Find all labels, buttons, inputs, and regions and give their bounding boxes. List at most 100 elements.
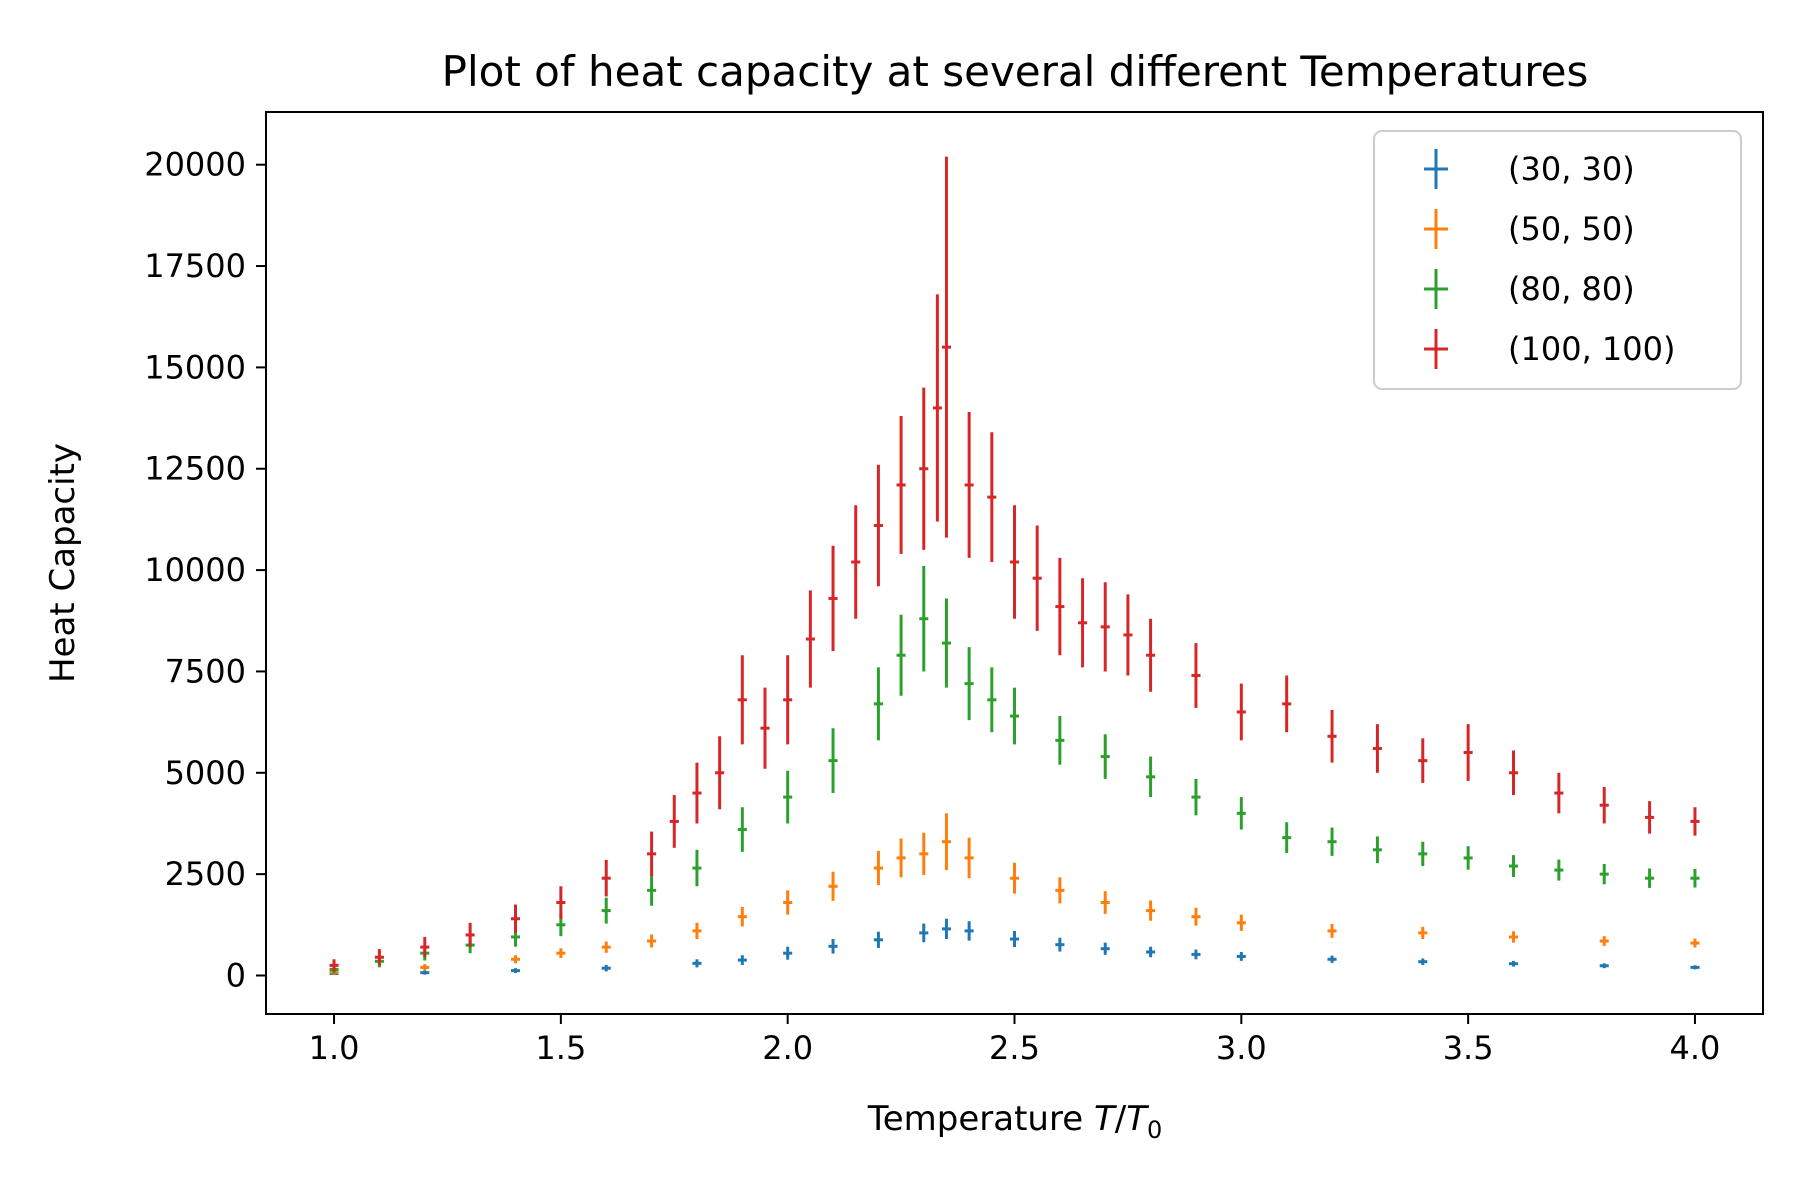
y-axis-ticks: 0 2500 5000 7500 10000 12500 15000 17500 20000 bbox=[144, 146, 266, 994]
data-point bbox=[1554, 772, 1564, 814]
data-point bbox=[783, 770, 793, 824]
data-point bbox=[601, 859, 611, 897]
data-point bbox=[783, 890, 793, 915]
data-point bbox=[896, 416, 906, 554]
data-point bbox=[1146, 900, 1156, 921]
data-point bbox=[1100, 891, 1110, 914]
data-point bbox=[556, 886, 566, 919]
y-tick-label: 0 bbox=[226, 956, 246, 994]
data-point bbox=[737, 655, 747, 745]
data-point bbox=[1236, 951, 1246, 961]
data-point bbox=[964, 921, 974, 941]
legend-label: (30, 30) bbox=[1508, 150, 1635, 188]
data-point bbox=[669, 795, 679, 848]
y-tick-label: 7500 bbox=[165, 652, 246, 690]
data-point bbox=[1645, 801, 1655, 834]
x-tick-label: 3.0 bbox=[1216, 1029, 1267, 1067]
data-point bbox=[1418, 958, 1428, 965]
data-point bbox=[1009, 687, 1020, 745]
data-point bbox=[1032, 525, 1042, 631]
data-point bbox=[1508, 960, 1519, 967]
data-point bbox=[919, 832, 929, 875]
data-point bbox=[601, 941, 611, 953]
data-point bbox=[941, 918, 951, 940]
data-point bbox=[919, 387, 929, 550]
data-point bbox=[647, 874, 657, 906]
data-point bbox=[1055, 557, 1065, 656]
data-point bbox=[465, 922, 475, 948]
data-point bbox=[805, 590, 815, 688]
x-axis-ticks: 1.0 1.5 2.0 2.5 3.0 3.5 4.0 bbox=[309, 1014, 1721, 1067]
x-tick-label: 4.0 bbox=[1670, 1029, 1721, 1067]
x-tick-label: 1.0 bbox=[309, 1029, 360, 1067]
data-point bbox=[1282, 822, 1292, 854]
data-point bbox=[919, 923, 929, 943]
data-point bbox=[1055, 716, 1065, 765]
data-point bbox=[1123, 594, 1133, 676]
data-point bbox=[1078, 578, 1088, 668]
chart-title: Plot of heat capacity at several differe… bbox=[442, 47, 1589, 96]
legend-label: (80, 80) bbox=[1508, 270, 1635, 308]
data-point bbox=[737, 906, 747, 927]
y-axis-label: Heat Capacity bbox=[43, 443, 83, 683]
data-point bbox=[1690, 965, 1700, 970]
legend-item: (100, 100) bbox=[1424, 329, 1675, 369]
data-point bbox=[1327, 827, 1337, 856]
data-point bbox=[601, 897, 611, 924]
y-tick-label: 10000 bbox=[144, 551, 246, 589]
data-point bbox=[1508, 750, 1519, 796]
data-point bbox=[964, 411, 974, 558]
data-point bbox=[647, 831, 657, 877]
data-point bbox=[941, 813, 951, 871]
series-4 bbox=[329, 156, 1700, 972]
data-point bbox=[828, 545, 838, 652]
y-tick-label: 5000 bbox=[165, 754, 246, 792]
data-point bbox=[941, 156, 951, 538]
data-point bbox=[692, 849, 702, 887]
data-point bbox=[420, 964, 430, 971]
data-point bbox=[1146, 946, 1156, 958]
data-point bbox=[1055, 937, 1065, 952]
data-point bbox=[828, 728, 838, 794]
legend-label: (100, 100) bbox=[1508, 330, 1675, 368]
data-point bbox=[510, 904, 521, 933]
data-point bbox=[873, 931, 883, 948]
data-point bbox=[1690, 868, 1700, 888]
data-point bbox=[1236, 797, 1246, 830]
data-point bbox=[1508, 855, 1519, 877]
data-point bbox=[1508, 931, 1519, 943]
y-tick-label: 15000 bbox=[144, 348, 246, 386]
x-label-subscript: 0 bbox=[1147, 1116, 1162, 1144]
data-point bbox=[1599, 936, 1609, 946]
series-layer bbox=[329, 156, 1700, 976]
data-point bbox=[1690, 807, 1700, 836]
data-point bbox=[1418, 926, 1428, 940]
data-point bbox=[783, 946, 793, 960]
data-point bbox=[737, 955, 747, 965]
data-point bbox=[1418, 738, 1428, 783]
data-point bbox=[1236, 683, 1246, 741]
data-point bbox=[873, 667, 883, 741]
data-point bbox=[1009, 505, 1020, 619]
data-point bbox=[329, 959, 339, 972]
data-point bbox=[1599, 963, 1609, 969]
data-point bbox=[1100, 942, 1110, 955]
data-point bbox=[1009, 862, 1020, 894]
data-point bbox=[1463, 846, 1473, 870]
data-point bbox=[896, 614, 906, 696]
legend: (30, 30) (50, 50) (80, 80) (100, 100) bbox=[1373, 130, 1742, 390]
x-tick-label: 2.0 bbox=[762, 1029, 813, 1067]
data-point bbox=[1372, 724, 1382, 773]
legend-item: (30, 30) bbox=[1424, 149, 1635, 189]
data-point bbox=[1599, 864, 1609, 885]
x-label-slash: / bbox=[1115, 1099, 1127, 1139]
data-point bbox=[783, 655, 793, 745]
data-point bbox=[1554, 859, 1564, 881]
data-point bbox=[737, 807, 747, 852]
data-point bbox=[692, 959, 702, 968]
data-point bbox=[510, 968, 521, 974]
data-point bbox=[873, 851, 883, 886]
x-label-numerator: T bbox=[1094, 1099, 1117, 1139]
legend-item: (80, 80) bbox=[1424, 269, 1635, 309]
data-point bbox=[941, 598, 951, 688]
